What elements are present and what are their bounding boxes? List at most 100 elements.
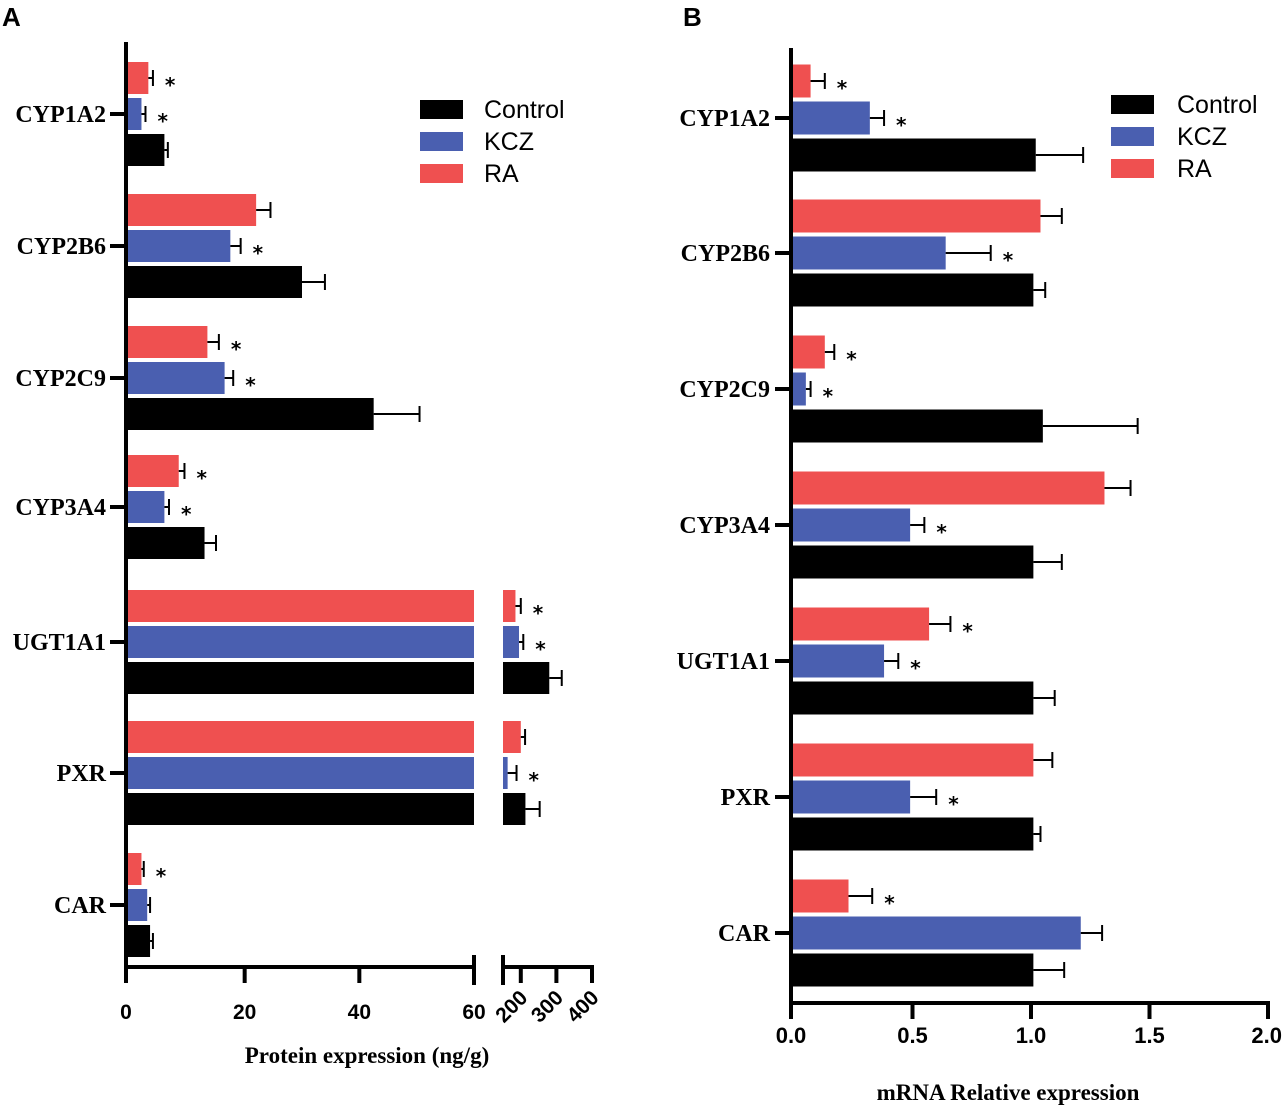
bar-a-car-kcz xyxy=(128,889,148,921)
bar-a-pxr-kcz-upper xyxy=(503,757,508,789)
category-label-b-cyp2b6: CYP2B6 xyxy=(681,241,770,267)
bar-a-cyp1a2-control xyxy=(128,134,165,166)
category-label-b-ugt1a1: UGT1A1 xyxy=(677,649,770,675)
xtick-label-b-0: 0.0 xyxy=(776,1023,807,1048)
bar-a-cyp2c9-kcz xyxy=(128,362,225,394)
bar-b-car-kcz xyxy=(793,916,1081,950)
bar-a-ugt1a1-control-lower xyxy=(128,662,474,694)
bar-b-cyp1a2-control xyxy=(793,138,1036,172)
panel-a-x-axis-title: Protein expression (ng/g) xyxy=(245,1043,489,1068)
bar-a-ugt1a1-kcz-upper xyxy=(503,626,520,658)
legend-label-b-kcz: KCZ xyxy=(1177,123,1227,151)
panel-b-category-labels: CYP1A2 CYP2B6 CYP2C9 CYP3A4 UGT1A1 PXR CAR xyxy=(677,106,771,947)
significance-a-ugt1a1-kcz: * xyxy=(535,637,546,661)
bar-a-cyp2b6-kcz xyxy=(128,230,231,262)
significance-b-cyp2c9-kcz: * xyxy=(823,384,834,408)
category-label-a-cyp2b6: CYP2B6 xyxy=(17,234,106,260)
bar-b-ugt1a1-ra xyxy=(793,607,930,641)
category-label-b-cyp2c9: CYP2C9 xyxy=(679,377,770,403)
bar-a-cyp3a4-ra xyxy=(128,455,179,487)
xtick-label-a-60: 60 xyxy=(462,1001,485,1024)
xtick-label-b-0-5: 0.5 xyxy=(897,1023,928,1048)
legend-swatch-b-control xyxy=(1111,95,1154,114)
bar-a-ugt1a1-kcz-lower xyxy=(128,626,474,658)
bar-b-cyp2c9-kcz xyxy=(793,372,806,406)
category-label-b-pxr: PXR xyxy=(721,785,771,811)
significance-b-cyp1a2-kcz: * xyxy=(896,113,907,137)
panel-b-label: B xyxy=(683,2,702,32)
significance-a-cyp2c9-ra: * xyxy=(231,337,242,361)
legend-swatch-b-kcz xyxy=(1111,127,1154,146)
legend-label-a-control: Control xyxy=(484,96,565,124)
legend-label-a-ra: RA xyxy=(484,160,519,188)
category-label-b-car: CAR xyxy=(718,921,771,947)
bar-b-car-ra xyxy=(793,879,849,913)
bar-b-cyp2b6-ra xyxy=(793,199,1041,233)
panel-a-legend: Control KCZ RA xyxy=(420,96,565,188)
legend-swatch-a-ra xyxy=(420,164,463,183)
bar-b-pxr-kcz xyxy=(793,780,911,814)
category-label-a-pxr: PXR xyxy=(57,761,107,787)
legend-label-a-kcz: KCZ xyxy=(484,128,534,156)
category-label-a-cyp1a2: CYP1A2 xyxy=(15,102,106,128)
bar-a-cyp3a4-kcz xyxy=(128,491,165,523)
bar-a-car-ra xyxy=(128,853,142,885)
bar-a-cyp1a2-ra xyxy=(128,62,149,94)
bar-a-car-control xyxy=(128,925,151,957)
bar-a-ugt1a1-control-upper xyxy=(503,662,550,694)
significance-a-cyp3a4-ra: * xyxy=(196,466,207,490)
significance-a-cyp2b6-kcz: * xyxy=(253,241,264,265)
panel-b-bars: * * * * * * * * * * xyxy=(793,64,1139,987)
bar-b-cyp2c9-ra xyxy=(793,335,825,369)
xtick-label-b-1-5: 1.5 xyxy=(1134,1023,1165,1048)
panel-b-x-axis-title: mRNA Relative expression xyxy=(877,1080,1140,1105)
panel-a-category-labels: CYP1A2 CYP2B6 CYP2C9 CYP3A4 UGT1A1 PXR CAR xyxy=(13,102,107,919)
panel-b-axes: 0.0 0.5 1.0 1.5 2.0 xyxy=(775,48,1282,1048)
bar-b-cyp2b6-kcz xyxy=(793,236,946,270)
xtick-label-a-300: 300 xyxy=(527,986,568,1027)
panel-a-label: A xyxy=(2,2,21,32)
bar-b-pxr-ra xyxy=(793,743,1034,777)
bar-b-cyp3a4-ra xyxy=(793,471,1105,505)
significance-a-cyp1a2-ra: * xyxy=(165,73,176,97)
category-label-b-cyp3a4: CYP3A4 xyxy=(679,513,770,539)
bar-b-cyp2c9-control xyxy=(793,409,1043,443)
significance-b-cyp2b6-kcz: * xyxy=(1003,248,1014,272)
category-label-a-cyp3a4: CYP3A4 xyxy=(15,495,106,521)
bar-b-pxr-control xyxy=(793,817,1034,851)
bar-a-cyp3a4-control xyxy=(128,527,205,559)
bar-a-cyp2b6-control xyxy=(128,266,302,298)
bar-a-pxr-control-lower xyxy=(128,793,474,825)
category-label-a-cyp2c9: CYP2C9 xyxy=(15,366,106,392)
significance-b-cyp3a4-kcz: * xyxy=(936,520,947,544)
bar-b-cyp3a4-control xyxy=(793,545,1034,579)
bar-b-cyp1a2-ra xyxy=(793,64,811,98)
bar-b-cyp3a4-kcz xyxy=(793,508,911,542)
bar-a-pxr-ra-lower xyxy=(128,721,474,753)
bar-a-ugt1a1-ra-upper xyxy=(503,590,516,622)
bar-a-pxr-kcz-lower xyxy=(128,757,474,789)
significance-a-cyp3a4-kcz: * xyxy=(181,502,192,526)
panel-a-bars: *********** xyxy=(128,62,563,957)
bar-a-cyp2b6-ra xyxy=(128,194,257,226)
category-label-a-car: CAR xyxy=(54,893,107,919)
bar-b-cyp2b6-control xyxy=(793,273,1034,307)
bar-b-car-control xyxy=(793,953,1034,987)
bar-a-ugt1a1-ra-lower xyxy=(128,590,474,622)
legend-swatch-a-kcz xyxy=(420,132,463,151)
significance-a-cyp2c9-kcz: * xyxy=(245,373,256,397)
xtick-label-b-2: 2.0 xyxy=(1251,1023,1282,1048)
bar-a-cyp2c9-ra xyxy=(128,326,208,358)
legend-swatch-a-control xyxy=(420,100,463,119)
category-label-b-cyp1a2: CYP1A2 xyxy=(679,106,770,132)
significance-b-pxr-kcz: * xyxy=(948,792,959,816)
bar-b-cyp1a2-kcz xyxy=(793,101,870,135)
xtick-label-a-400: 400 xyxy=(562,986,603,1027)
significance-a-cyp1a2-kcz: * xyxy=(157,109,168,133)
legend-label-b-control: Control xyxy=(1177,91,1258,119)
panel-a: A *********** CYP1A2CYP2B6CYP2C9CYP3A4UG… xyxy=(2,2,604,1068)
panel-b-legend: Control KCZ RA xyxy=(1111,91,1258,183)
significance-a-ugt1a1-ra: * xyxy=(533,601,544,625)
bar-a-cyp1a2-kcz xyxy=(128,98,142,130)
